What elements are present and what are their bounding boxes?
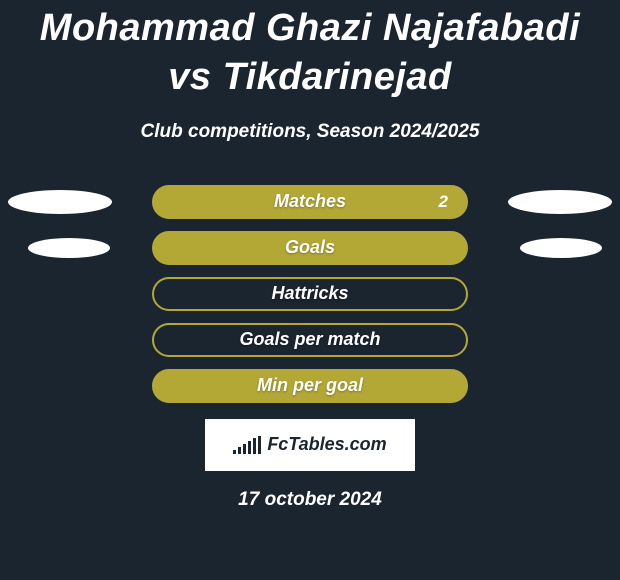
comparison-card: Mohammad Ghazi Najafabadi vs Tikdarineja…: [0, 0, 620, 511]
date-label: 17 october 2024: [238, 489, 382, 511]
stat-label: Min per goal: [257, 375, 363, 396]
stat-row: Min per goal: [0, 367, 620, 405]
logo-bar: [248, 441, 251, 454]
stat-pill: Goals: [152, 231, 468, 265]
stats-list: Matches 2 Goals Hattricks Goals per match Min…: [0, 183, 620, 405]
logo-bar: [258, 436, 261, 454]
logo-bar: [243, 444, 246, 454]
stat-row: Goals: [0, 229, 620, 267]
logo-bar: [253, 438, 256, 454]
logo-bars-icon: [233, 436, 261, 454]
subtitle: Club competitions, Season 2024/2025: [141, 121, 480, 143]
stat-label: Goals per match: [239, 329, 380, 350]
stat-pill: Min per goal: [152, 369, 468, 403]
logo-bar: [238, 447, 241, 454]
fctables-logo[interactable]: FcTables.com: [205, 419, 415, 471]
stat-pill: Matches 2: [152, 185, 468, 219]
logo-text: FcTables.com: [267, 434, 386, 455]
player-left-ellipse: [28, 238, 110, 258]
stat-label: Goals: [285, 237, 335, 258]
stat-label: Matches: [274, 191, 346, 212]
logo-bar: [233, 450, 236, 454]
page-title: Mohammad Ghazi Najafabadi vs Tikdarineja…: [0, 4, 620, 103]
stat-label: Hattricks: [271, 283, 348, 304]
stat-pill: Hattricks: [152, 277, 468, 311]
player-right-ellipse: [520, 238, 602, 258]
player-left-ellipse: [8, 190, 112, 214]
player-right-ellipse: [508, 190, 612, 214]
stat-value: 2: [439, 192, 448, 212]
stat-pill: Goals per match: [152, 323, 468, 357]
stat-row: Matches 2: [0, 183, 620, 221]
stat-row: Goals per match: [0, 321, 620, 359]
stat-row: Hattricks: [0, 275, 620, 313]
